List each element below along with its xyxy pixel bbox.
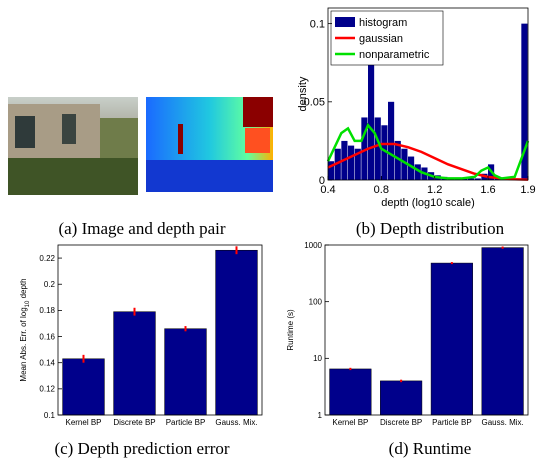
y-tick-label: 0.12 (39, 385, 55, 394)
depth-map (146, 97, 273, 192)
y-tick-label: 0.1 (310, 18, 325, 30)
x-tick-label: 0.4 (320, 184, 335, 196)
hist-bar (468, 178, 475, 180)
y-tick-label: 10 (313, 354, 322, 363)
hist-bar (474, 178, 481, 180)
caption: (a) Image and depth pair (58, 219, 225, 238)
x-tick-label: 1.2 (427, 184, 442, 196)
photo (8, 97, 138, 195)
x-tick-label: Gauss. Mix. (482, 418, 524, 427)
hist-bar (521, 23, 528, 180)
bar (215, 249, 258, 416)
y-tick-label: 1 (318, 411, 323, 420)
y-tick-label: 100 (309, 297, 323, 306)
hist-bar (361, 117, 368, 180)
bar (380, 380, 423, 416)
x-tick-label: Kernel BP (332, 418, 368, 427)
x-tick-label: 1.6 (480, 184, 495, 196)
caption: (c) Depth prediction error (54, 439, 229, 458)
bar (164, 328, 207, 416)
x-tick-label: Particle BP (432, 418, 472, 427)
y-axis-label: density (297, 76, 309, 111)
x-tick-label: Gauss. Mix. (215, 418, 257, 427)
x-tick-label: Discrete BP (113, 418, 155, 427)
axes-box (324, 244, 529, 416)
bar (62, 358, 105, 416)
y-tick-label: 0.2 (44, 280, 56, 289)
y-tick-label: 0.1 (44, 411, 56, 420)
x-tick-label: Particle BP (166, 418, 206, 427)
caption: (b) Depth distribution (356, 219, 505, 238)
bar (113, 311, 156, 416)
x-tick-label: Kernel BP (65, 418, 101, 427)
x-tick-label: 0.8 (374, 184, 389, 196)
hist-bar (348, 145, 355, 180)
hist-bar (394, 140, 401, 180)
y-axis-label: Mean Abs. Err. of log10 depth (19, 278, 31, 381)
legend-label: gaussian (359, 33, 403, 45)
bar (481, 247, 524, 416)
y-tick-label: 1000 (304, 241, 322, 250)
y-axis-label-part: 10 (25, 300, 31, 307)
y-tick-label: 0.22 (39, 254, 55, 263)
hist-bar (414, 164, 421, 180)
hist-bar (374, 117, 381, 180)
x-tick-label: 1.9 (520, 184, 535, 196)
bar (430, 262, 473, 416)
x-tick-label: Discrete BP (380, 418, 422, 427)
hist-bar (401, 148, 408, 180)
density-line (326, 122, 530, 180)
axes-box (327, 7, 529, 181)
legend-swatch (335, 17, 355, 27)
legend-label: nonparametric (359, 49, 430, 61)
caption: (d) Runtime (389, 439, 472, 458)
y-tick-label: 0.18 (39, 306, 55, 315)
y-tick-label: 0.16 (39, 332, 55, 341)
hist-bar (388, 101, 395, 180)
hist-bar (381, 125, 388, 180)
hist-bar (354, 148, 361, 180)
hist-bar (408, 156, 415, 180)
x-axis-label: depth (log10 scale) (381, 197, 475, 209)
y-axis-label-part: Mean Abs. Err. of log (19, 307, 28, 381)
hist-bar (334, 148, 341, 180)
y-tick-label: 0.14 (39, 358, 55, 367)
density-line (327, 142, 529, 181)
hist-bar (368, 23, 375, 180)
legend-label: histogram (359, 17, 407, 29)
hist-bar (328, 161, 335, 180)
y-tick-label: 0.05 (304, 97, 325, 109)
bar (329, 368, 372, 416)
y-tick-label: 0 (319, 175, 325, 187)
y-axis-label: Runtime (s) (286, 309, 295, 351)
axes-box (57, 244, 263, 416)
y-axis-label-part: depth (19, 278, 28, 300)
